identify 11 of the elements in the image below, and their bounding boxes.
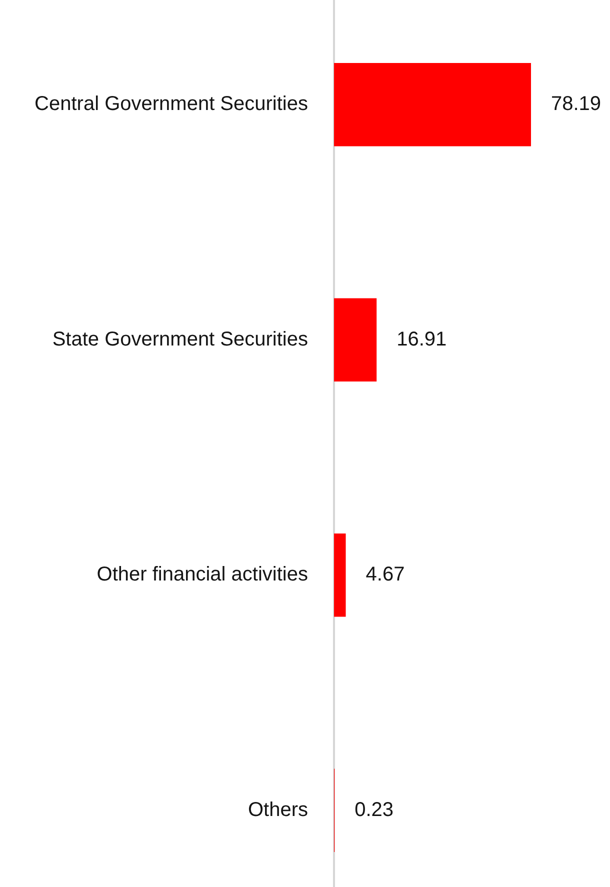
bar (334, 533, 346, 617)
bar (334, 298, 377, 382)
data-label: 0.23 (354, 798, 394, 821)
bar (334, 62, 531, 146)
y-tick-label: Other financial activities (96, 564, 308, 586)
data-label: 16.91 (396, 328, 447, 350)
data-label: 78.19 (551, 93, 602, 116)
data-label: 4.67 (366, 564, 405, 586)
y-tick-label: Central Government Securities (34, 93, 308, 116)
y-tick-label: Others (248, 798, 308, 821)
y-tick-label: State Government Securities (52, 328, 308, 350)
